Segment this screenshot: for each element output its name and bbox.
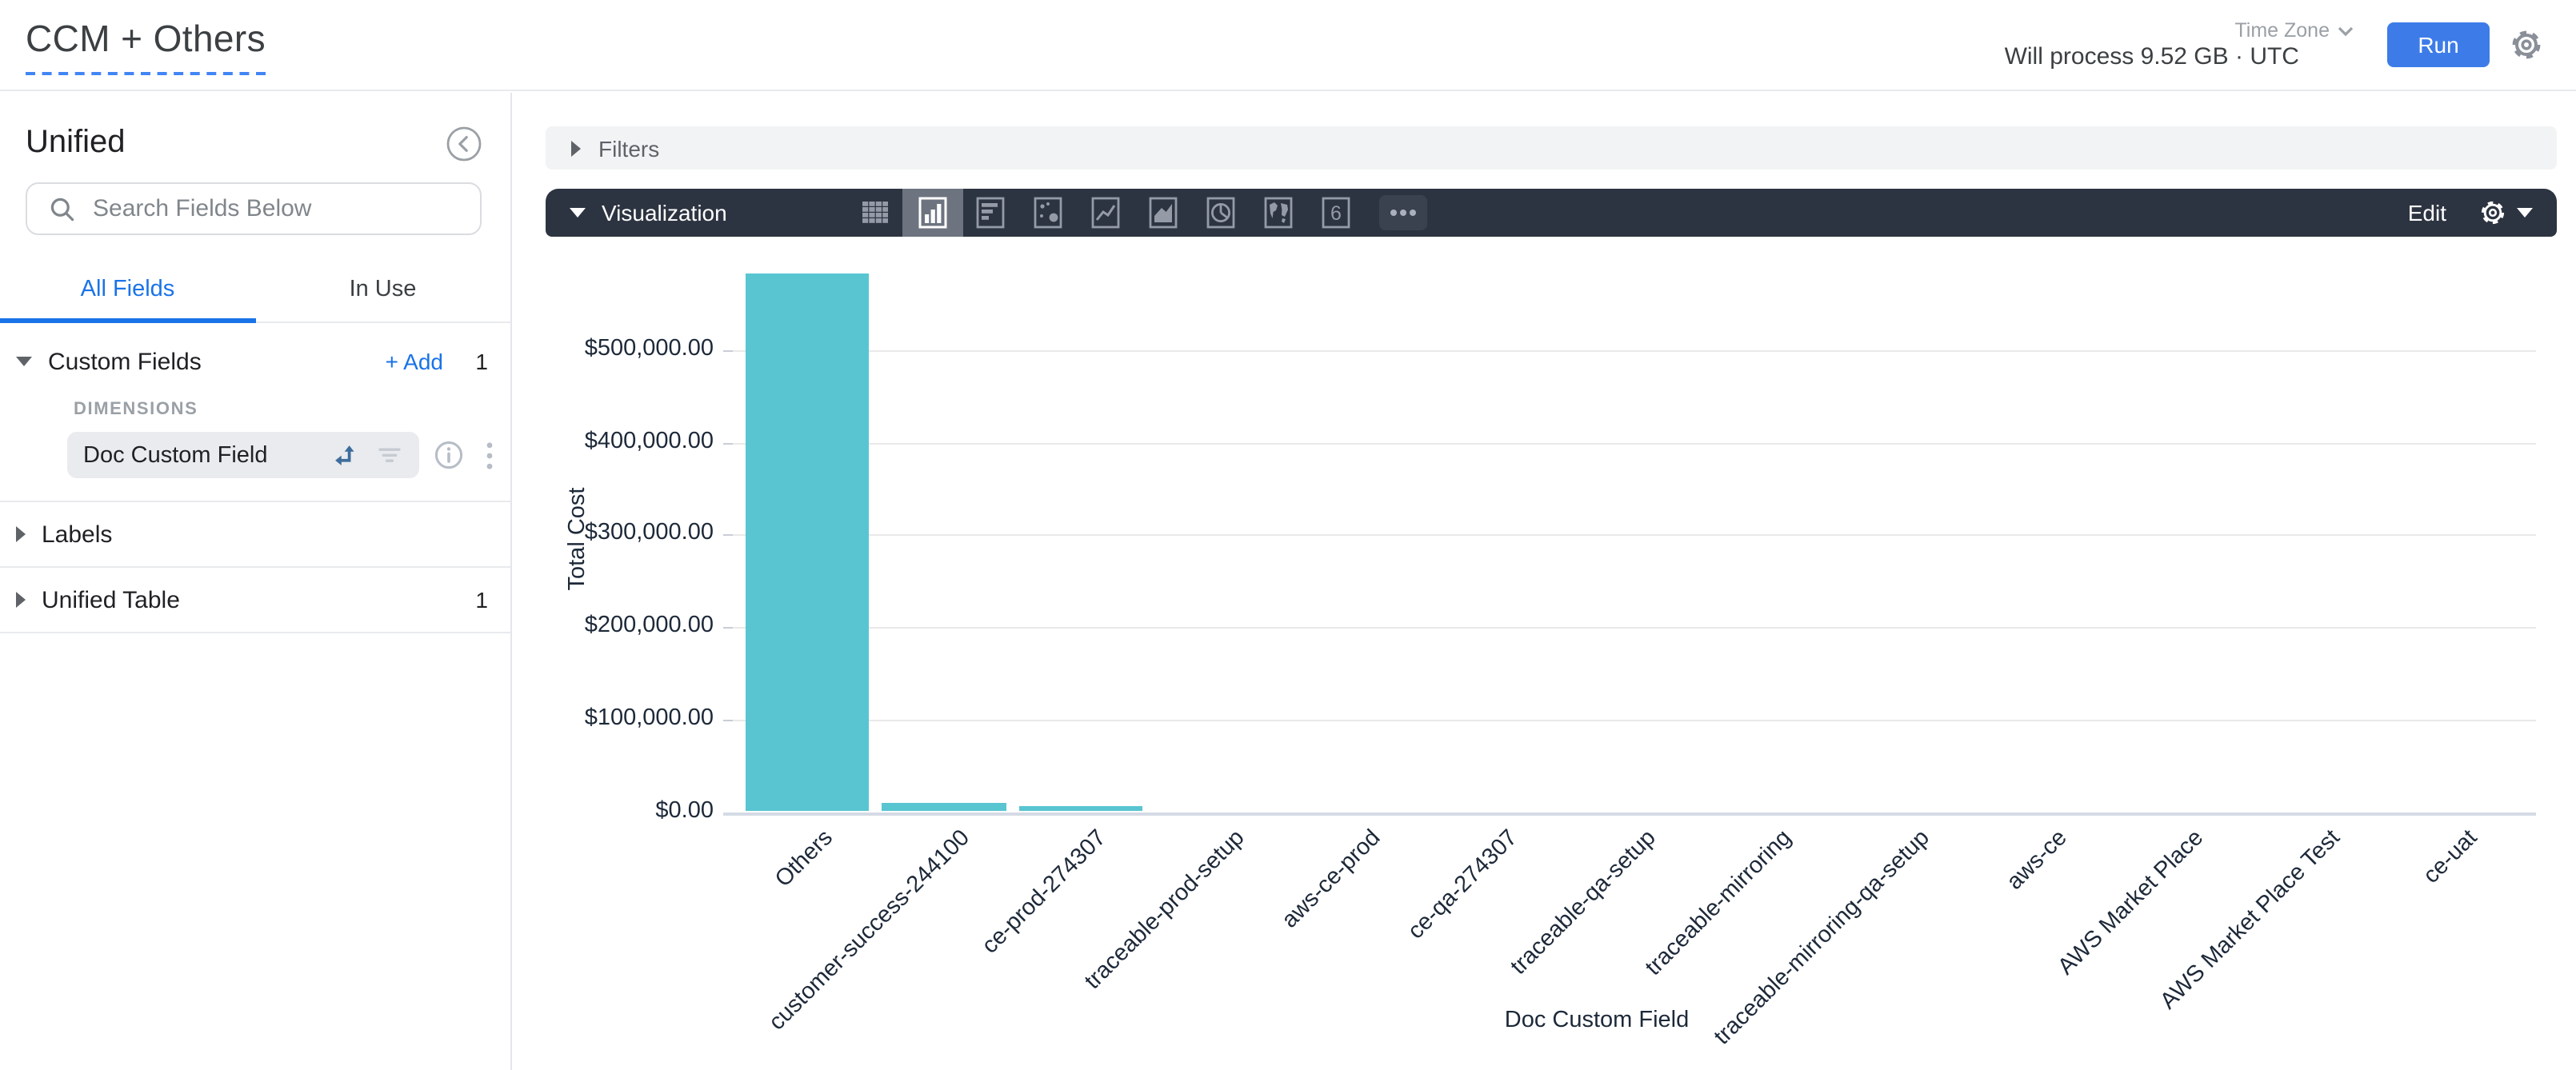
pivot-arrow-icon[interactable] <box>331 441 358 469</box>
datasource-title: Unified <box>26 125 126 160</box>
field-name: Doc Custom Field <box>83 442 268 468</box>
x-tick-label: ce-qa-274307 <box>1403 824 1524 944</box>
header-actions: Time Zone Will process 9.52 GB · UTC Run <box>2005 19 2576 70</box>
field-doc-custom-field[interactable]: Doc Custom Field <box>67 432 419 478</box>
section-count: 1 <box>475 349 488 374</box>
kebab-menu-icon[interactable] <box>485 439 494 471</box>
section-count: 1 <box>475 587 488 613</box>
chart-type-column-chart-icon[interactable] <box>902 189 964 237</box>
time-zone-selector[interactable]: Time Zone <box>2234 19 2354 42</box>
gridline <box>733 534 2536 537</box>
section-label: Custom Fields <box>48 348 202 375</box>
gridline <box>733 350 2536 352</box>
report-title-wrap[interactable]: CCM + Others <box>26 18 266 75</box>
gridline <box>733 627 2536 629</box>
bar-chart: Total Cost $0.00 $100,000.00 $200,000.00 $30… <box>514 259 2576 1070</box>
gridline <box>733 442 2536 445</box>
sidebar-section-custom-fields[interactable]: Custom Fields + Add 1 <box>0 329 510 393</box>
bar-others[interactable] <box>745 273 869 812</box>
filters-expand-icon[interactable] <box>571 140 581 156</box>
x-tick-label: aws-ce-prod <box>1278 824 1386 933</box>
visualization-label: Visualization <box>602 200 727 226</box>
bar-ce-prod-274307[interactable] <box>1018 806 1143 812</box>
dimensions-group-label: DIMENSIONS <box>74 400 198 419</box>
sidebar-section-unified-table[interactable]: Unified Table 1 <box>0 568 510 632</box>
x-tick-label: aws-ce <box>2002 824 2072 895</box>
chart-type-scorecard-icon[interactable]: 6 <box>1322 189 1351 237</box>
y-tick-mark <box>723 534 733 537</box>
chart-type-geo-map-icon[interactable] <box>1265 189 1294 237</box>
y-tick-label: $100,000.00 <box>584 705 714 731</box>
y-tick-mark <box>723 627 733 629</box>
collapse-panel-icon[interactable] <box>446 126 482 161</box>
search-field[interactable] <box>26 182 482 235</box>
divider <box>0 566 510 568</box>
tab-in-use[interactable]: In Use <box>349 277 417 302</box>
visualization-collapse-icon[interactable] <box>570 208 586 218</box>
section-expand-icon[interactable] <box>16 592 26 608</box>
edit-button[interactable]: Edit <box>2407 200 2446 226</box>
chart-type-line-chart-icon[interactable] <box>1092 189 1121 237</box>
y-tick-label: $400,000.00 <box>584 428 714 454</box>
section-label: Labels <box>42 521 113 548</box>
tab-all-fields[interactable]: All Fields <box>80 277 175 302</box>
bar-customer-success-244100[interactable] <box>882 803 1006 812</box>
add-custom-field-button[interactable]: + Add <box>385 349 443 374</box>
y-tick-label: $0.00 <box>655 797 714 823</box>
x-axis-line <box>723 812 2536 815</box>
y-tick-mark <box>723 442 733 445</box>
chart-type-more-icon[interactable] <box>1379 195 1428 230</box>
divider <box>0 501 510 502</box>
search-input[interactable] <box>93 195 480 222</box>
settings-gear-icon[interactable] <box>2509 27 2544 62</box>
x-tick-label: traceable-qa-setup <box>1505 824 1661 980</box>
page-title[interactable]: CCM + Others <box>26 18 266 59</box>
section-expand-icon[interactable] <box>16 526 26 542</box>
main-area: Filters Visualization <box>514 93 2576 1070</box>
x-axis-title: Doc Custom Field <box>1504 1008 1690 1033</box>
y-tick-label: $300,000.00 <box>584 520 714 546</box>
process-info: Time Zone Will process 9.52 GB · UTC <box>2005 19 2354 70</box>
time-zone-label: Time Zone <box>2234 19 2330 42</box>
filters-label: Filters <box>598 135 660 161</box>
chart-type-pie-chart-icon[interactable] <box>1207 189 1236 237</box>
sort-filter-icon[interactable] <box>376 441 403 469</box>
search-icon <box>50 197 74 221</box>
run-button[interactable]: Run <box>2387 22 2490 67</box>
gridline <box>733 719 2536 721</box>
top-header: CCM + Others Time Zone Will process 9.52… <box>0 0 2576 91</box>
info-icon[interactable] <box>434 440 464 470</box>
field-row: Doc Custom Field <box>0 432 510 478</box>
divider <box>0 632 510 633</box>
filters-bar[interactable]: Filters <box>546 126 2557 170</box>
svg-text:6: 6 <box>1331 202 1342 225</box>
chart-type-scatter-chart-icon[interactable] <box>1034 189 1063 237</box>
x-tick-label: Others <box>770 824 838 892</box>
chart-type-table-icon[interactable] <box>862 189 890 237</box>
sidebar-section-labels[interactable]: Labels <box>0 502 510 566</box>
y-tick-label: $200,000.00 <box>584 613 714 639</box>
chart-settings-caret-icon[interactable] <box>2517 208 2533 218</box>
y-tick-mark <box>723 719 733 721</box>
chevron-down-icon <box>2338 26 2354 36</box>
x-tick-label: ce-prod-274307 <box>978 824 1112 959</box>
active-tab-underline <box>0 318 256 323</box>
section-expand-icon[interactable] <box>16 357 32 366</box>
fields-sidebar: Unified All Fields In Use Custom Fiel <box>0 93 512 1070</box>
chart-type-area-chart-icon[interactable] <box>1150 189 1178 237</box>
will-process-text: Will process 9.52 GB · UTC <box>2004 43 2299 70</box>
visualization-actions: Edit <box>2408 198 2533 227</box>
y-tick-mark <box>723 350 733 352</box>
chart-type-bar-chart-icon[interactable] <box>977 189 1006 237</box>
x-tick-label: AWS Market Place <box>2054 824 2210 980</box>
chart-type-picker: 6 <box>862 189 1428 237</box>
y-tick-label: $500,000.00 <box>584 336 714 361</box>
fields-tabs: All Fields In Use <box>0 259 510 323</box>
visualization-toolbar: Visualization <box>546 189 2557 237</box>
x-tick-label: ce-uat <box>2419 824 2483 888</box>
chart-settings-gear-icon[interactable] <box>2478 198 2533 227</box>
section-label: Unified Table <box>42 586 180 613</box>
x-tick-label: traceable-mirroring <box>1642 824 1798 980</box>
